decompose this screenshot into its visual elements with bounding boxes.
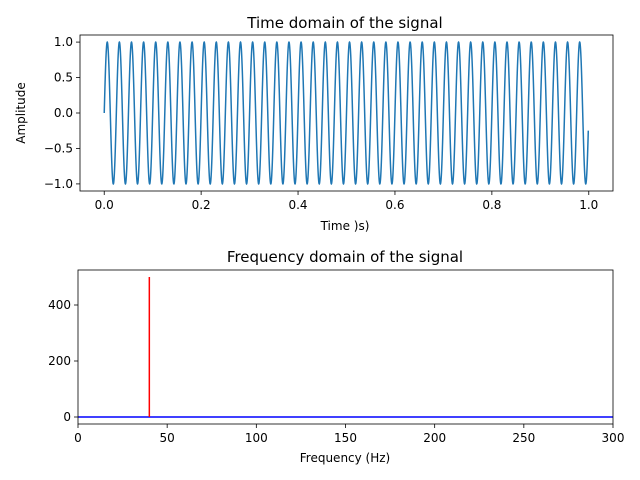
chart-1-x-tick-label: 50 (160, 431, 175, 445)
frequency-domain-chart: Frequency domain of the signal 0 50 100 150… (48, 248, 624, 465)
chart-1-x-tick-label: 150 (334, 431, 357, 445)
time-domain-x-axis-label: Time )s) (320, 219, 370, 233)
chart-0-y-tick-label: −1.0 (44, 177, 73, 191)
time-domain-x-ticks: 0.0 0.2 0.4 0.6 0.8 1.0 (95, 191, 598, 212)
frequency-domain-series-group (78, 277, 613, 418)
chart-0-x-tick-label: 0.2 (192, 198, 211, 212)
frequency-domain-x-axis-label: Frequency (Hz) (300, 451, 391, 465)
time-domain-title: Time domain of the signal (246, 14, 442, 32)
frequency-domain-axes-frame (77, 269, 614, 425)
chart-0-series-line-0 (103, 40, 590, 186)
chart-0-y-tick-label: −0.5 (44, 141, 73, 155)
chart-0-x-tick-label: 1.0 (579, 198, 598, 212)
frequency-domain-x-ticks: 0 50 100 150 200 250 300 (74, 424, 624, 445)
chart-0-x-tick-label: 0.4 (288, 198, 307, 212)
chart-0-y-tick-label: 1.0 (54, 35, 73, 49)
chart-1-x-tick-label: 250 (512, 431, 535, 445)
chart-0-x-tick-label: 0.0 (95, 198, 114, 212)
chart-1-x-tick-label: 100 (245, 431, 268, 445)
chart-1-x-tick-label: 0 (74, 431, 82, 445)
time-domain-y-ticks: 1.0 0.5 0.0 −0.5 −1.0 (44, 35, 80, 191)
chart-0-x-tick-label: 0.6 (385, 198, 404, 212)
time-domain-y-axis-label: Amplitude (14, 82, 28, 144)
time-domain-chart: Time domain of the signal 0.0 0.2 0.4 0.6 0.… (14, 14, 614, 233)
chart-1-y-tick-label: 200 (48, 354, 71, 368)
chart-0-y-tick-label: 0.0 (54, 106, 73, 120)
chart-1-x-tick-label: 200 (423, 431, 446, 445)
frequency-domain-y-ticks: 400 200 0 (48, 298, 78, 424)
chart-1-y-tick-label: 0 (63, 410, 71, 424)
time-domain-series-group (103, 40, 590, 186)
chart-1-y-tick-label: 400 (48, 298, 71, 312)
chart-0-x-tick-label: 0.8 (482, 198, 501, 212)
chart-0-y-tick-label: 0.5 (54, 71, 73, 85)
frequency-domain-title: Frequency domain of the signal (227, 248, 463, 266)
chart-1-x-tick-label: 300 (602, 431, 625, 445)
